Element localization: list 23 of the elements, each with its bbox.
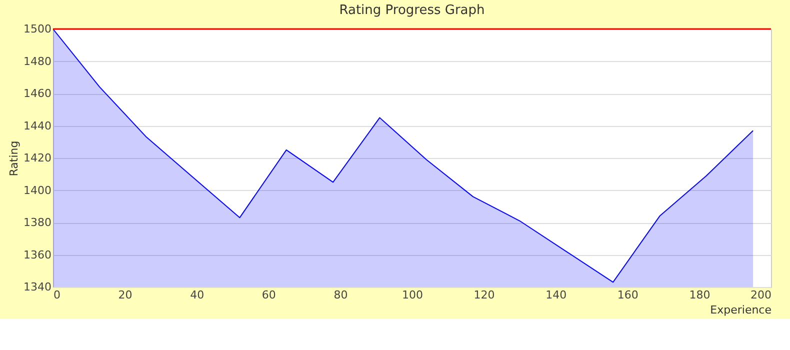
y-axis-title: Rating bbox=[8, 140, 21, 176]
y-tick-label: 1440 bbox=[24, 119, 52, 132]
x-tick-label: 0 bbox=[54, 288, 60, 302]
chart-title: Rating Progress Graph bbox=[339, 3, 485, 18]
y-tick-label: 1500 bbox=[24, 22, 52, 36]
x-tick-label: 80 bbox=[334, 288, 348, 302]
x-tick-label: 40 bbox=[190, 288, 204, 302]
x-axis-title: Experience bbox=[710, 304, 772, 316]
x-tick-label: 100 bbox=[402, 288, 423, 302]
x-tick-label: 60 bbox=[262, 288, 276, 302]
x-tick-label: 140 bbox=[546, 288, 567, 302]
y-tick-label: 1340 bbox=[24, 280, 52, 294]
x-tick-label: 180 bbox=[689, 288, 710, 302]
y-tick-label: 1360 bbox=[24, 248, 52, 262]
x-tick-label: 160 bbox=[617, 288, 638, 302]
x-tick-label: 120 bbox=[474, 288, 495, 302]
y-tick-label: 1420 bbox=[24, 152, 52, 164]
y-tick-label: 1480 bbox=[24, 54, 52, 68]
x-tick-label: 200 bbox=[750, 288, 772, 302]
y-tick-label: 1380 bbox=[24, 216, 52, 229]
y-tick-label: 1460 bbox=[24, 87, 52, 100]
y-tick-label: 1400 bbox=[24, 184, 52, 197]
x-tick-label: 20 bbox=[118, 288, 132, 302]
